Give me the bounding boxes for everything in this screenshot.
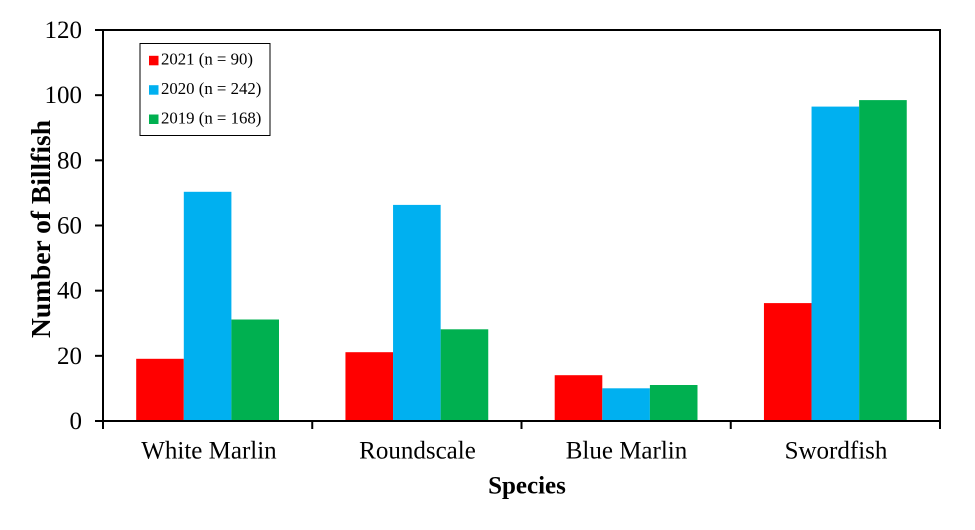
svg-text:120: 120: [45, 17, 83, 44]
svg-text:Number of Billfish: Number of Billfish: [25, 120, 56, 338]
svg-text:100: 100: [45, 82, 83, 109]
svg-text:2020 (n = 242): 2020 (n = 242): [161, 79, 261, 98]
svg-text:2019 (n = 168): 2019 (n = 168): [161, 108, 261, 127]
svg-text:White Marlin: White Marlin: [141, 438, 277, 465]
svg-text:2021 (n = 90): 2021 (n = 90): [161, 50, 253, 69]
svg-text:20: 20: [57, 343, 82, 370]
svg-text:80: 80: [57, 147, 82, 174]
svg-text:60: 60: [57, 213, 82, 240]
svg-text:Swordfish: Swordfish: [785, 438, 888, 465]
svg-text:Species: Species: [488, 473, 566, 500]
svg-text:Blue Marlin: Blue Marlin: [566, 438, 688, 465]
svg-text:40: 40: [57, 278, 82, 305]
svg-text:Roundscale: Roundscale: [359, 438, 476, 465]
svg-text:0: 0: [70, 408, 83, 435]
